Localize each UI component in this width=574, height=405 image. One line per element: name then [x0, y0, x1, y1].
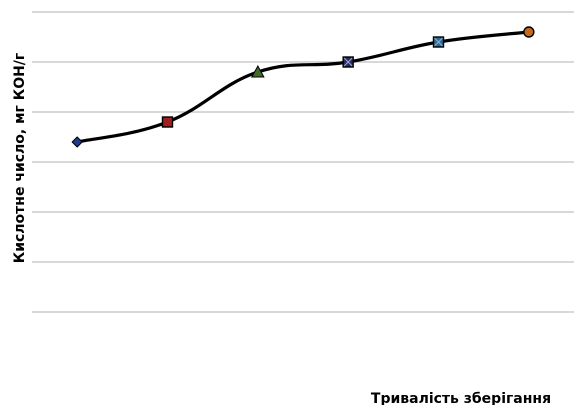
- series-line-group: [75, 30, 531, 144]
- data-markers: [71, 26, 535, 148]
- data-point-3: [250, 64, 265, 78]
- data-point-6: [523, 26, 535, 38]
- y-axis-label: Кислотне число, мг КОН/г: [12, 53, 28, 264]
- data-point-2: [161, 116, 174, 128]
- data-point-1: [71, 136, 83, 148]
- data-point-5: [432, 36, 445, 48]
- data-point-4: [342, 56, 354, 68]
- series-line: [75, 30, 531, 144]
- x-axis-label: Тривалість зберігання: [371, 391, 551, 405]
- gridlines: [32, 11, 574, 313]
